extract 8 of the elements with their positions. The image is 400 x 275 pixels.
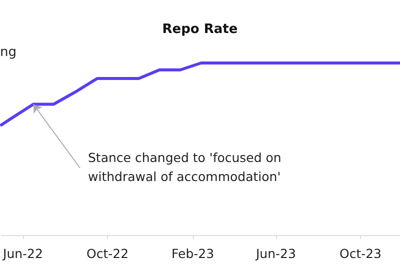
annotation: Stance changed to 'focused on withdrawal of accommodation'	[88, 150, 282, 184]
chart-title: Repo Rate	[162, 22, 238, 37]
x-tick-label: Feb-23	[171, 246, 214, 261]
text: ng	[0, 45, 16, 60]
x-tick-label: Oct-23	[339, 246, 382, 261]
x-tick-label: Jun-22	[2, 246, 43, 261]
x-tick-label: Jun-23	[254, 246, 296, 261]
x-tick-label: Oct-22	[86, 246, 129, 261]
